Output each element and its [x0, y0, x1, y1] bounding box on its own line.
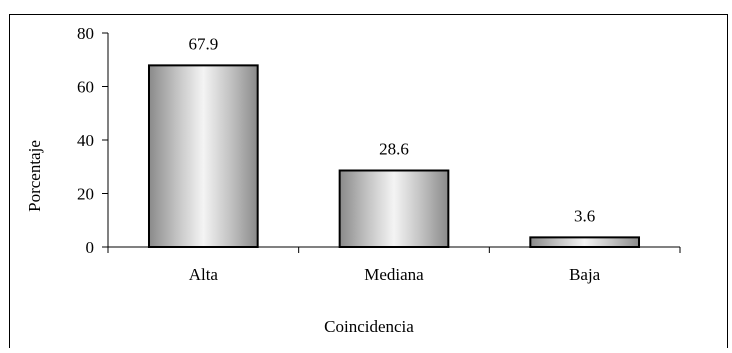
- x-tick-label-mediana: Mediana: [364, 265, 424, 284]
- x-axis-label: Coincidencia: [324, 317, 414, 336]
- x-tick-label-alta: Alta: [189, 265, 219, 284]
- data-label-mediana: 28.6: [379, 139, 409, 158]
- data-label-alta: 67.9: [188, 34, 218, 53]
- bars: 67.9 Alta 28.6 Mediana 3.6 Baja: [147, 34, 641, 284]
- bar-baja: [529, 236, 641, 248]
- bar-mediana: [338, 169, 450, 248]
- y-tick-label: 80: [77, 24, 94, 43]
- y-tick-label: 0: [86, 238, 95, 257]
- y-tick-label: 40: [77, 131, 94, 150]
- x-tick-label-baja: Baja: [569, 265, 601, 284]
- y-axis-label: Porcentaje: [25, 140, 44, 212]
- y-tick-label: 20: [77, 185, 94, 204]
- bar-alta: [147, 64, 259, 249]
- y-tick-label: 60: [77, 78, 94, 97]
- data-label-baja: 3.6: [574, 206, 595, 225]
